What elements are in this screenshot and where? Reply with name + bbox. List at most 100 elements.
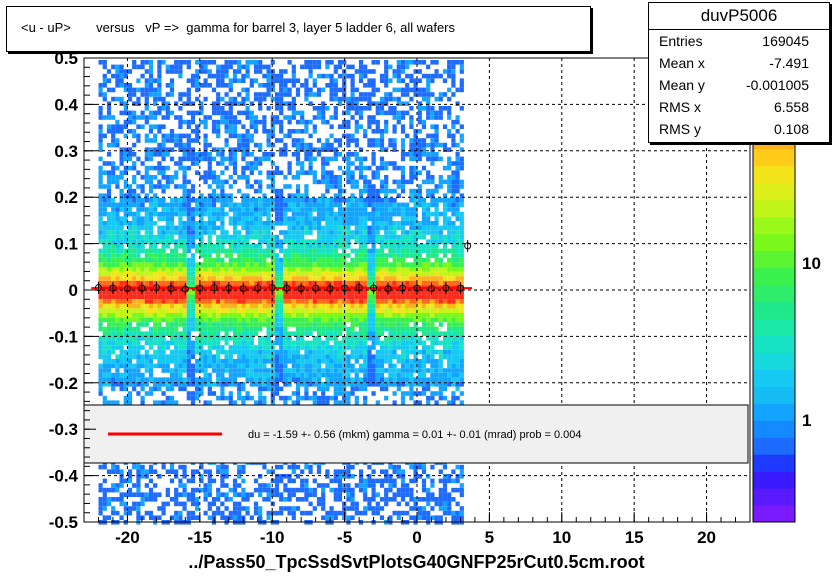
- heatmap-cell: [136, 349, 141, 355]
- heatmap-cell: [199, 64, 204, 70]
- heatmap-cell: [325, 400, 330, 405]
- heatmap-cell: [237, 386, 242, 392]
- heatmap-cell: [165, 501, 170, 507]
- heatmap-cell: [203, 487, 208, 493]
- heatmap-cell: [157, 359, 162, 364]
- heatmap-cell: [262, 377, 267, 382]
- heatmap-cell: [321, 349, 326, 355]
- heatmap-cell: [316, 60, 322, 65]
- heatmap-cell: [245, 336, 250, 341]
- heatmap-cell: [342, 257, 347, 263]
- heatmap-cell: [165, 106, 170, 111]
- heatmap-cell: [203, 492, 208, 497]
- heatmap-cell: [115, 368, 120, 373]
- heatmap-cell: [358, 234, 364, 240]
- heatmap-cell: [379, 225, 385, 231]
- heatmap-cell: [321, 165, 326, 171]
- heatmap-cell: [371, 313, 376, 318]
- heatmap-cell: [153, 322, 158, 327]
- heatmap-cell: [329, 133, 334, 139]
- heatmap-cell: [144, 322, 149, 327]
- heatmap-cell: [186, 331, 191, 336]
- heatmap-cell: [220, 299, 225, 304]
- heatmap-cell: [316, 382, 322, 387]
- heatmap-cell: [207, 271, 212, 277]
- heatmap-cell: [283, 497, 288, 502]
- heatmap-cell: [199, 326, 204, 332]
- heatmap-cell: [316, 198, 322, 203]
- heatmap-cell: [316, 354, 322, 359]
- heatmap-cell: [190, 377, 196, 382]
- heatmap-cell: [106, 372, 112, 378]
- heatmap-cell: [371, 294, 376, 300]
- heatmap-cell: [237, 138, 242, 143]
- heatmap-cell: [258, 313, 263, 318]
- heatmap-cell: [199, 152, 204, 157]
- heatmap-cell: [295, 294, 301, 300]
- heatmap-cell: [346, 345, 351, 350]
- heatmap-cell: [190, 303, 196, 309]
- heatmap-cell: [321, 354, 326, 359]
- heatmap-cell: [157, 349, 162, 355]
- heatmap-cell: [354, 294, 359, 300]
- heatmap-cell: [190, 280, 196, 286]
- heatmap-cell: [371, 225, 376, 231]
- heatmap-cell: [329, 142, 334, 148]
- heatmap-cell: [169, 253, 175, 258]
- heatmap-cell: [283, 276, 288, 281]
- heatmap-cell: [111, 244, 116, 249]
- heatmap-cell: [295, 92, 301, 97]
- heatmap-cell: [249, 248, 254, 254]
- heatmap-cell: [144, 267, 149, 272]
- heatmap-cell: [228, 400, 233, 405]
- heatmap-cell: [237, 60, 242, 65]
- heatmap-cell: [321, 175, 326, 180]
- heatmap-cell: [316, 92, 322, 97]
- heatmap-cell: [195, 326, 200, 332]
- heatmap-cell: [228, 193, 233, 198]
- heatmap-cell: [106, 377, 112, 382]
- heatmap-cell: [253, 313, 259, 318]
- heatmap-cell: [270, 368, 275, 373]
- heatmap-cell: [241, 133, 246, 139]
- heatmap-cell: [224, 469, 229, 474]
- heatmap-cell: [186, 377, 191, 382]
- heatmap-cell: [249, 322, 254, 327]
- heatmap-cell: [333, 391, 338, 396]
- heatmap-cell: [245, 244, 250, 249]
- heatmap-cell: [253, 299, 259, 304]
- heatmap-cell: [169, 147, 175, 152]
- heatmap-cell: [115, 372, 120, 378]
- heatmap-cell: [157, 87, 162, 93]
- heatmap-cell: [207, 156, 212, 162]
- heatmap-cell: [144, 474, 149, 479]
- heatmap-cell: [211, 363, 217, 369]
- heatmap-cell: [203, 119, 208, 125]
- heatmap-cell: [245, 221, 250, 226]
- heatmap-cell: [119, 101, 124, 106]
- heatmap-cell: [216, 207, 221, 212]
- heatmap-cell: [169, 368, 175, 373]
- heatmap-cell: [119, 124, 124, 129]
- heatmap-cell: [279, 377, 284, 382]
- heatmap-cell: [316, 138, 322, 143]
- heatmap-cell: [308, 101, 313, 106]
- heatmap-cell: [140, 474, 145, 479]
- heatmap-cell: [279, 497, 284, 502]
- heatmap-cell: [102, 184, 107, 189]
- heatmap-cell: [333, 294, 338, 300]
- heatmap-cell: [279, 211, 284, 217]
- heatmap-cell: [392, 253, 397, 258]
- heatmap-cell: [123, 322, 128, 327]
- heatmap-cell: [190, 83, 196, 88]
- heatmap-cell: [174, 354, 179, 359]
- heatmap-cell: [354, 386, 359, 392]
- heatmap-cell: [224, 313, 229, 318]
- heatmap-cell: [174, 257, 179, 263]
- heatmap-cell: [216, 234, 221, 240]
- heatmap-cell: [270, 69, 275, 74]
- heatmap-cell: [115, 262, 120, 267]
- heatmap-cell: [304, 202, 309, 208]
- heatmap-cell: [258, 147, 263, 152]
- heatmap-cell: [102, 349, 107, 355]
